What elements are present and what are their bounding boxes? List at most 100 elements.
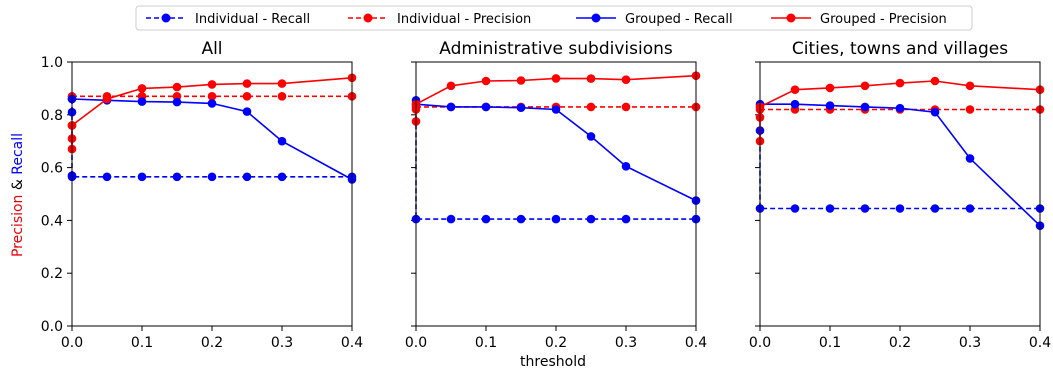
- data-point: [207, 92, 217, 101]
- data-point: [965, 81, 975, 91]
- data-point: [137, 97, 147, 106]
- data-point: [481, 214, 491, 224]
- data-point: [790, 99, 800, 109]
- legend-label: Grouped - Recall: [625, 12, 733, 27]
- series-individual-recall: [755, 126, 1045, 213]
- y-tick-label: 0.8: [41, 108, 63, 124]
- x-tick-label: 0.1: [475, 335, 497, 351]
- legend-item-individual-recall: Individual - Recall: [146, 12, 310, 27]
- x-axis-label: threshold: [520, 354, 586, 369]
- data-point: [586, 74, 596, 83]
- legend-label: Individual - Precision: [397, 12, 531, 27]
- x-tick-label: 0.3: [271, 335, 293, 351]
- data-point: [825, 101, 835, 110]
- legend-item-grouped-recall: Grouped - Recall: [576, 12, 733, 27]
- legend-marker: [161, 13, 171, 23]
- data-point: [586, 214, 596, 224]
- data-point: [277, 136, 287, 146]
- data-point: [516, 76, 526, 85]
- data-point: [137, 84, 147, 93]
- data-point: [102, 172, 112, 182]
- x-tick-label: 0.4: [685, 335, 707, 351]
- legend-label: Grouped - Precision: [820, 12, 947, 27]
- data-point: [172, 172, 182, 182]
- data-point: [446, 81, 456, 91]
- plot-frame: [71, 61, 353, 327]
- data-point: [481, 102, 491, 112]
- x-tick-label: 0.4: [1029, 335, 1051, 351]
- data-point: [965, 154, 975, 163]
- series-line: [71, 99, 352, 178]
- series-individual-recall: [411, 96, 701, 224]
- data-point: [481, 76, 491, 86]
- data-point: [790, 85, 800, 94]
- x-tick-label: 0.2: [201, 335, 223, 351]
- data-point: [586, 102, 596, 112]
- x-tick-label: 0.0: [405, 335, 427, 351]
- data-point: [825, 83, 835, 93]
- series-grouped-precision: [67, 73, 357, 154]
- panel-title: Cities, towns and villages: [792, 39, 1008, 59]
- series-grouped-recall: [411, 99, 701, 205]
- x-tick-label: 0.3: [959, 335, 981, 351]
- data-point: [102, 94, 112, 104]
- x-tick-label: 0.2: [889, 335, 911, 351]
- x-tick-label: 0.2: [545, 335, 567, 351]
- data-point: [551, 105, 561, 114]
- series-grouped-recall: [67, 94, 357, 184]
- data-point: [860, 102, 870, 112]
- data-point: [621, 75, 631, 84]
- y-label-part-0: Precision: [10, 195, 26, 257]
- data-point: [860, 204, 870, 213]
- y-tick-label: 0.6: [41, 161, 63, 177]
- panel-all: All 0.0 0.1 0.2 0.3 0.4 0.0 0.2 0.4 0.6 0.8 1.0: [41, 39, 363, 351]
- plot-frame: [415, 61, 697, 327]
- x-tick-label: 0.4: [341, 335, 363, 351]
- panel-cities-towns-and-villages: Cities, towns and villages 0.0 0.1 0.2 0.3 0.…: [749, 39, 1051, 351]
- series-line: [415, 103, 697, 202]
- series-line: [415, 100, 696, 220]
- data-point: [516, 103, 526, 112]
- legend-item-grouped-precision: Grouped - Precision: [771, 12, 947, 27]
- x-tick-label: 0.1: [819, 335, 841, 351]
- legend-box: [135, 5, 973, 31]
- series-line: [71, 98, 353, 181]
- data-point: [277, 79, 287, 88]
- data-point: [790, 204, 800, 213]
- data-point: [895, 78, 905, 88]
- x-tick-label: 0.0: [749, 335, 771, 351]
- data-point: [277, 92, 287, 101]
- data-point: [586, 132, 596, 141]
- data-point: [277, 172, 287, 182]
- series-line: [759, 130, 1040, 210]
- legend-item-individual-precision: Individual - Precision: [348, 12, 531, 27]
- data-point: [930, 107, 940, 117]
- data-point: [621, 214, 631, 224]
- data-point: [446, 214, 456, 224]
- data-point: [242, 172, 252, 182]
- y-label-part-1: &: [10, 175, 26, 195]
- series-grouped-precision: [411, 71, 701, 126]
- x-tick-label: 0.3: [615, 335, 637, 351]
- data-point: [207, 99, 217, 108]
- data-point: [137, 172, 147, 182]
- y-tick-label: 0.2: [41, 266, 63, 282]
- data-point: [860, 81, 870, 91]
- y-label-part-2: Recall: [10, 133, 26, 175]
- data-point: [516, 214, 526, 224]
- data-point: [895, 103, 905, 113]
- plot-frame: [759, 61, 1041, 327]
- data-point: [242, 92, 252, 101]
- data-point: [172, 82, 182, 92]
- panel-title: Administrative subdivisions: [439, 39, 673, 59]
- data-point: [621, 162, 631, 171]
- data-point: [446, 102, 456, 112]
- panel-title: All: [201, 39, 222, 59]
- data-point: [242, 79, 252, 88]
- data-point: [930, 204, 940, 213]
- legend-marker: [363, 13, 373, 23]
- data-point: [207, 172, 217, 182]
- legend: Individual - Recall Individual - Precisio…: [135, 5, 973, 31]
- data-point: [965, 105, 975, 114]
